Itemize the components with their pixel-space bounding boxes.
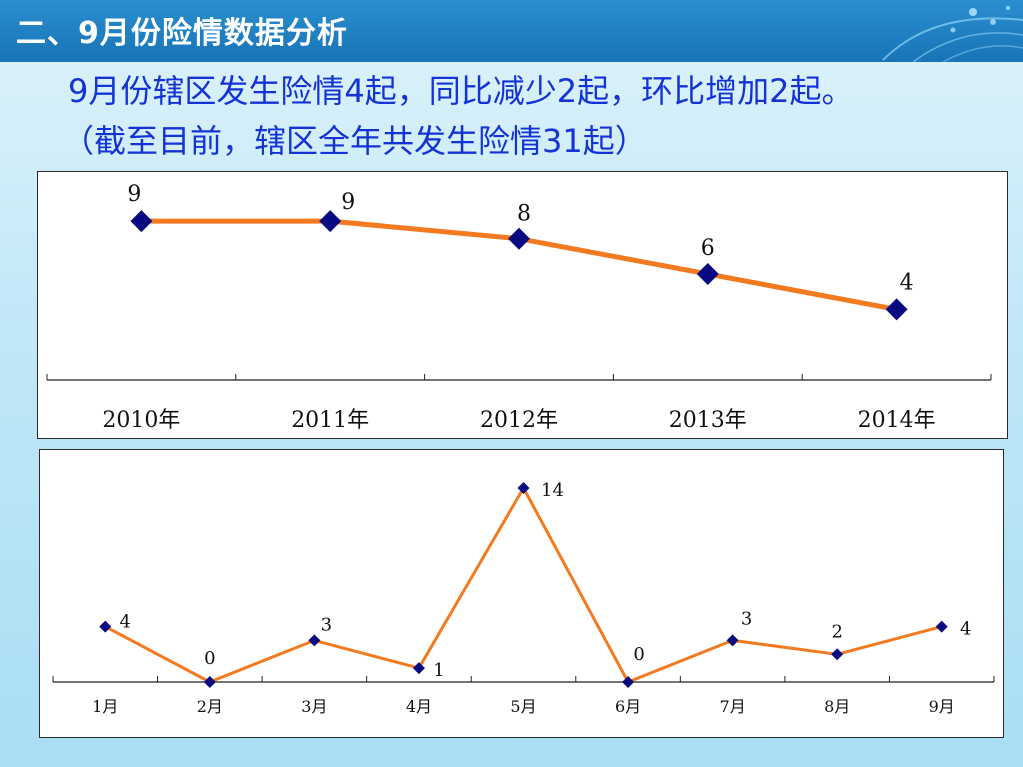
x-tick-label: 2014年 <box>858 408 936 433</box>
x-tick-label: 4月 <box>406 697 432 716</box>
data-point-marker <box>99 620 112 633</box>
monthly-line-chart: 4 0 3 1 14 0 3 2 4 1月 2月 3月 4月 5月 6月 7月 8月 9月 <box>52 480 995 716</box>
data-point-marker <box>508 227 530 250</box>
data-label: 14 <box>541 480 564 501</box>
yearly-line-chart: 9 9 8 6 4 2010年 2011年 2012年 2013年 2014年 <box>46 182 992 433</box>
x-tick-label: 2010年 <box>102 408 180 433</box>
x-tick-label: 2013年 <box>669 408 747 433</box>
data-label: 8 <box>517 202 531 227</box>
data-point-marker <box>308 634 321 647</box>
summary-line-2: （截至目前，辖区全年共发生险情31起） <box>62 122 647 160</box>
data-point-marker <box>622 676 635 688</box>
data-point-marker <box>885 298 908 321</box>
data-point-marker <box>412 662 425 675</box>
data-label: 6 <box>701 236 715 261</box>
monthly-chart-panel: 4 0 3 1 14 0 3 2 4 1月 2月 3月 4月 5月 6月 7月 8月 9月 <box>39 449 1004 738</box>
x-tick-label: 8月 <box>824 697 850 716</box>
data-point-marker <box>130 210 153 233</box>
data-label: 4 <box>120 612 131 633</box>
data-point-marker <box>203 676 216 688</box>
x-tick-label: 2月 <box>197 697 223 716</box>
x-tick-label: 1月 <box>92 697 118 716</box>
summary-line-1: 9月份辖区发生险情4起，同比减少2起，环比增加2起。 <box>68 72 854 110</box>
data-point-marker <box>831 648 844 661</box>
series-line <box>104 486 943 684</box>
data-point-marker <box>696 263 719 286</box>
data-point-marker <box>517 482 530 494</box>
data-label: 4 <box>960 619 971 640</box>
yearly-chart-panel: 9 9 8 6 4 2010年 2011年 2012年 2013年 2014年 <box>37 171 1008 439</box>
data-label: 9 <box>341 190 355 215</box>
data-label: 0 <box>204 648 215 669</box>
data-point-marker <box>726 634 739 647</box>
data-label: 4 <box>900 270 914 295</box>
data-label: 1 <box>433 660 444 681</box>
x-tick-label: 6月 <box>615 697 641 716</box>
x-tick-label: 5月 <box>510 697 536 716</box>
x-tick-label: 7月 <box>720 697 746 716</box>
x-tick-label: 2011年 <box>291 408 369 433</box>
data-label: 0 <box>633 644 644 665</box>
x-tick-label: 2012年 <box>480 408 558 433</box>
page-title: 二、9月份险情数据分析 <box>16 16 348 51</box>
data-label: 9 <box>127 182 141 207</box>
data-label: 3 <box>741 608 752 629</box>
title-bar: 二、9月份险情数据分析 <box>0 0 1023 62</box>
data-point-marker <box>319 210 342 233</box>
decorative-swirl-icon <box>882 6 1023 62</box>
data-label: 2 <box>831 621 842 642</box>
x-tick-label: 9月 <box>929 697 955 716</box>
x-tick-label: 3月 <box>301 697 327 716</box>
data-label: 3 <box>321 614 332 635</box>
data-point-marker <box>935 620 948 633</box>
